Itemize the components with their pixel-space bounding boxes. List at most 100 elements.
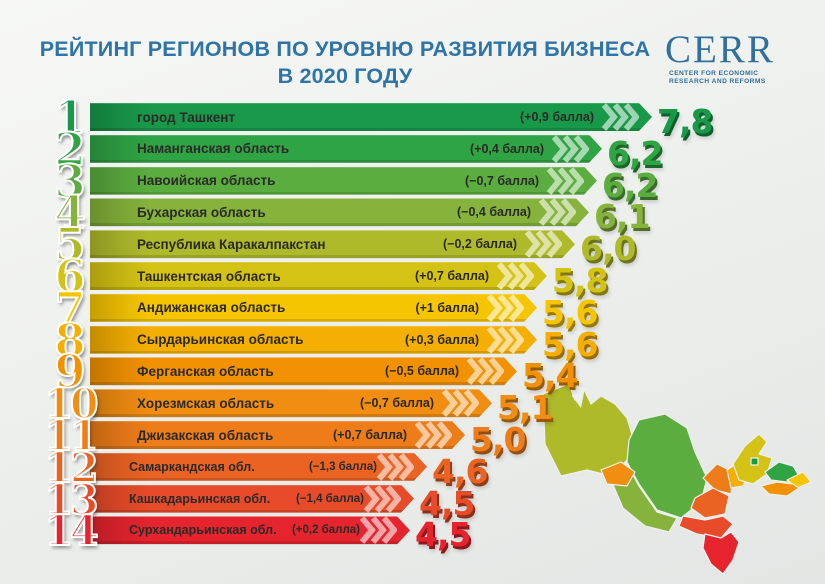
rank-number: 6 — [53, 250, 86, 303]
score-bar: Бухарская область (−0,4 балла) — [90, 198, 589, 226]
region-name: Кашкадарьинская обл. — [129, 491, 271, 506]
score-change-label: (−0,2 балла) — [443, 237, 517, 252]
cerr-logo-tagline: CENTER FOR ECONOMIC RESEARCH AND REFORMS — [669, 70, 805, 85]
ranking-row: Наманганская область (+0,4 балла) 2 6,2 — [0, 125, 825, 173]
ranking-row: Ферганская область (−0,5 балла) 9 5,4 — [0, 348, 825, 396]
chevron-stripes-icon — [466, 357, 504, 385]
region-name: Наманганская область — [137, 141, 290, 157]
score-bar: Джизакская область (+0,7 балла) — [90, 421, 465, 449]
page-title: РЕЙТИНГ РЕГИОНОВ ПО УРОВНЮ РАЗВИТИЯ БИЗН… — [30, 36, 660, 90]
chevron-stripes-icon — [486, 326, 524, 354]
score-bar: Кашкадарьинская обл. (−1,4 балла) — [90, 485, 414, 513]
ranking-row: Кашкадарьинская обл. (−1,4 балла) 13 4,5 — [0, 476, 825, 524]
score-value: 5,4 — [522, 356, 578, 396]
score-bar: Сурхандарьинская обл. (+0,2 балла) — [90, 516, 410, 544]
region-name: Ташкентская область — [137, 268, 281, 284]
rank-number: 3 — [53, 154, 86, 208]
chevron-stripes-icon — [524, 230, 562, 258]
chevron-stripes-icon — [486, 294, 524, 322]
score-bar: Навоийская область (−0,7 балла) — [90, 167, 597, 195]
score-change-label: (−0,4 балла) — [457, 205, 531, 220]
score-bar: Наманганская область (+0,4 балла) — [90, 135, 602, 163]
ranking-row: Республика Каракалпакстан (−0,2 балла) 5… — [0, 221, 825, 269]
ranking-row: Навоийская область (−0,7 балла) 3 6,2 — [0, 157, 825, 205]
score-bar: Андижанская область (+1 балла) — [90, 294, 537, 322]
rank-number: 13 — [43, 475, 99, 524]
cerr-logo-text: CERR — [665, 28, 775, 71]
chevron-stripes-icon — [441, 389, 479, 417]
score-bar: Самаркандская обл. (−1,3 балла) — [90, 453, 427, 481]
rank-number: 12 — [43, 443, 99, 492]
ranking-row: Андижанская область (+1 балла) 7 5,6 — [0, 284, 825, 332]
score-change-label: (+0,7 балла) — [415, 269, 489, 283]
score-change-label: (+0,3 балла) — [405, 332, 479, 347]
region-name: Хорезмская область — [137, 395, 275, 411]
score-bar: город Ташкент (+0,9 балла) — [90, 103, 652, 131]
ranking-row: город Ташкент (+0,9 балла) 1 7,8 — [0, 94, 825, 142]
score-change-label: (−1,4 балла) — [295, 492, 364, 505]
score-value: 4,6 — [432, 451, 488, 491]
score-change-label: (+1 балла) — [415, 300, 479, 315]
chevron-stripes-icon — [546, 167, 584, 195]
score-change-label: (+0,2 балла) — [291, 524, 360, 537]
score-change-label: (−0,5 балла) — [385, 364, 459, 379]
cerr-logo: CERR CENTER FOR ECONOMIC RESEARCH AND RE… — [665, 30, 805, 85]
score-bar: Ферганская область (−0,5 балла) — [90, 357, 517, 385]
chevron-stripes-icon — [376, 453, 414, 481]
score-change-label: (−0,7 балла) — [360, 396, 434, 411]
chevron-stripes-icon — [538, 198, 576, 226]
rank-number: 5 — [53, 218, 86, 272]
score-value: 6,2 — [607, 133, 663, 173]
score-bar: Сырдарьинская область (+0,3 балла) — [90, 326, 537, 354]
cerr-tagline-line2: RESEARCH AND REFORMS — [669, 77, 766, 85]
region-name: Навоийская область — [137, 173, 276, 189]
region-name: Ферганская область — [137, 363, 274, 379]
region-name: Андижанская область — [137, 300, 286, 316]
score-bar: Ташкентская область (+0,7 балла) — [90, 262, 547, 290]
score-value: 6,0 — [580, 229, 636, 269]
chevron-stripes-icon — [601, 103, 639, 131]
region-name: Джизакская область — [137, 427, 274, 443]
score-value: 5,6 — [542, 324, 598, 364]
region-name: Бухарская область — [137, 204, 266, 220]
cerr-tagline-line1: CENTER FOR ECONOMIC — [669, 70, 759, 77]
ranking-row: Джизакская область (+0,7 балла) 11 5,0 — [0, 412, 825, 460]
region-name: Республика Каракалпакстан — [137, 236, 326, 252]
rank-number: 9 — [53, 345, 86, 399]
score-bar: Хорезмская область (−0,7 балла) — [90, 389, 492, 417]
ranking-row: Хорезмская область (−0,7 балла) 10 5,1 — [0, 380, 825, 428]
ranking-row: Сурхандарьинская обл. (+0,2 балла) 14 4,… — [0, 507, 825, 555]
rank-number: 8 — [53, 313, 86, 367]
score-value: 4,5 — [415, 515, 471, 555]
ranking-row: Ташкентская область (+0,7 балла) 6 5,8 — [0, 253, 825, 301]
rank-number: 4 — [53, 186, 86, 240]
score-value: 5,1 — [497, 388, 553, 428]
region-name: Сырдарьинская область — [137, 332, 304, 348]
score-value: 5,6 — [542, 292, 598, 332]
ranking-row: Бухарская область (−0,4 балла) 4 6,1 — [0, 189, 825, 237]
chevron-stripes-icon — [359, 516, 397, 544]
chevron-stripes-icon — [496, 262, 534, 290]
rank-number: 1 — [53, 91, 86, 144]
region-name: Сурхандарьинская обл. — [129, 523, 277, 538]
rank-number: 11 — [43, 412, 99, 460]
score-change-label: (+0,9 балла) — [520, 110, 594, 124]
ranking-row: Сырдарьинская область (+0,3 балла) 8 5,6 — [0, 316, 825, 364]
chevron-stripes-icon — [363, 485, 401, 513]
score-change-label: (−0,7 балла) — [465, 173, 539, 188]
rank-number: 7 — [53, 281, 86, 335]
score-bar: Республика Каракалпакстан (−0,2 балла) — [90, 230, 575, 258]
rank-number: 2 — [53, 122, 86, 176]
chevron-stripes-icon — [551, 135, 589, 163]
score-value: 4,5 — [419, 483, 475, 523]
score-value: 5,8 — [552, 261, 608, 300]
score-change-label: (+0,4 балла) — [470, 141, 544, 156]
score-value: 6,2 — [602, 165, 658, 205]
score-value: 6,1 — [594, 197, 650, 237]
score-value: 5,0 — [470, 420, 526, 459]
page-title-line2: В 2020 ГОДУ — [277, 64, 413, 88]
rank-number: 10 — [43, 380, 99, 429]
score-value: 7,8 — [657, 102, 713, 141]
